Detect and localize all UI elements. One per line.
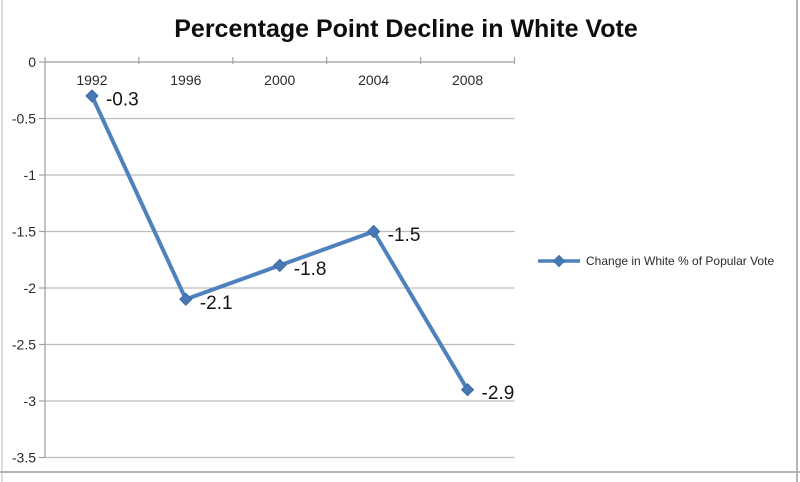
data-point-label: -2.9	[482, 383, 515, 404]
x-axis-tick-label: 1996	[170, 72, 201, 88]
chart-frame-border-left	[1, 0, 3, 482]
data-point-marker-icon	[366, 224, 381, 239]
y-axis-tick-label: -2.5	[12, 337, 36, 353]
y-axis-tick-label: -1.5	[12, 224, 36, 240]
data-point-marker-icon	[460, 382, 475, 397]
y-axis-tick-label: -3	[24, 393, 37, 409]
legend-label: Change in White % of Popular Vote	[586, 254, 774, 268]
series-change-in-white-vote	[85, 89, 475, 397]
chart-title: Percentage Point Decline in White Vote	[174, 15, 638, 43]
chart-frame-border-bottom	[0, 471, 800, 473]
legend-diamond-icon	[552, 254, 566, 268]
legend-line-marker-icon	[538, 254, 580, 268]
x-axis-tick-label: 2008	[452, 72, 483, 88]
data-point-label: -1.5	[388, 225, 421, 246]
data-point-marker-icon	[273, 258, 287, 273]
data-labels: -0.3 -2.1 -1.8 -1.5 -2.9	[106, 89, 514, 404]
y-axis-tick-label: -2	[24, 280, 37, 296]
x-axis-tick-label: 2000	[264, 72, 295, 88]
chart-frame-border-right	[796, 0, 798, 482]
data-point-label: -0.3	[106, 89, 139, 110]
x-axis-tick-label: 1992	[76, 72, 107, 88]
x-axis-tick-label: 2004	[358, 72, 389, 88]
data-point-label: -1.8	[294, 259, 327, 280]
y-axis-tick-label: -0.5	[12, 111, 36, 127]
y-axis-tick-label: -1	[24, 167, 37, 183]
axes: 0 -0.5 -1 -1.5 -2 -2.5 -3 -3.5 1992 1996 2000 2004 2…	[12, 54, 516, 466]
y-axis-tick-label: 0	[28, 54, 36, 70]
data-point-label: -2.1	[200, 293, 233, 314]
legend: Change in White % of Popular Vote	[538, 254, 774, 268]
data-point-marker-icon	[179, 292, 193, 307]
data-point-marker-icon	[85, 89, 99, 103]
y-axis-tick-label: -3.5	[12, 450, 36, 466]
